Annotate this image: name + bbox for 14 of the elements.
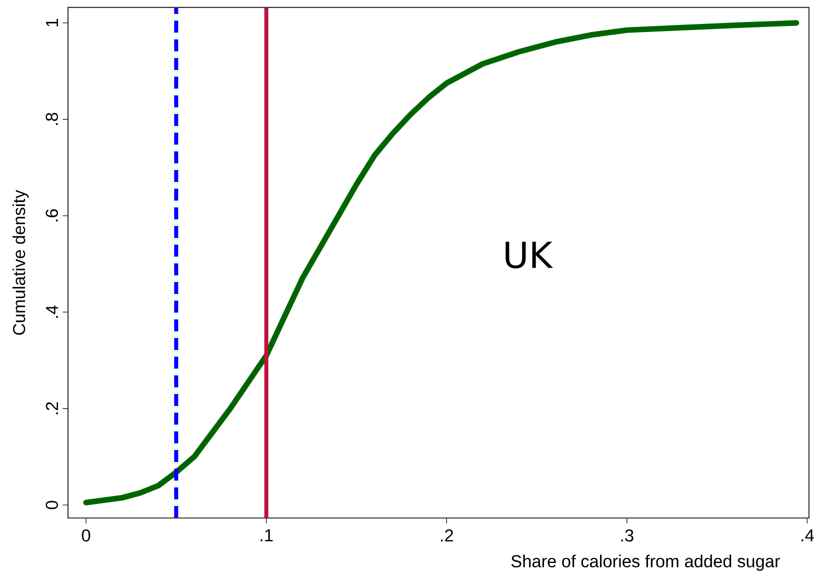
annotation: UK [506,242,554,268]
x-axis-title: Share of calories from added sugar [511,554,780,571]
y-tick-label: .8 [46,112,58,125]
x-tick-label: .4 [802,529,814,542]
x-tick-label: 0 [82,529,90,542]
y-tick-label: 1 [46,18,58,26]
y-tick-label: 0 [46,500,58,510]
y-tick-label: .4 [46,305,58,318]
y-tick-label: .2 [46,402,58,414]
y-tick-label: .6 [46,209,58,222]
x-tick-label: .2 [441,529,453,542]
x-tick-label: .1 [260,529,273,542]
x-tick-label: .3 [621,529,634,542]
y-axis-title: Cumulative density [12,190,29,335]
